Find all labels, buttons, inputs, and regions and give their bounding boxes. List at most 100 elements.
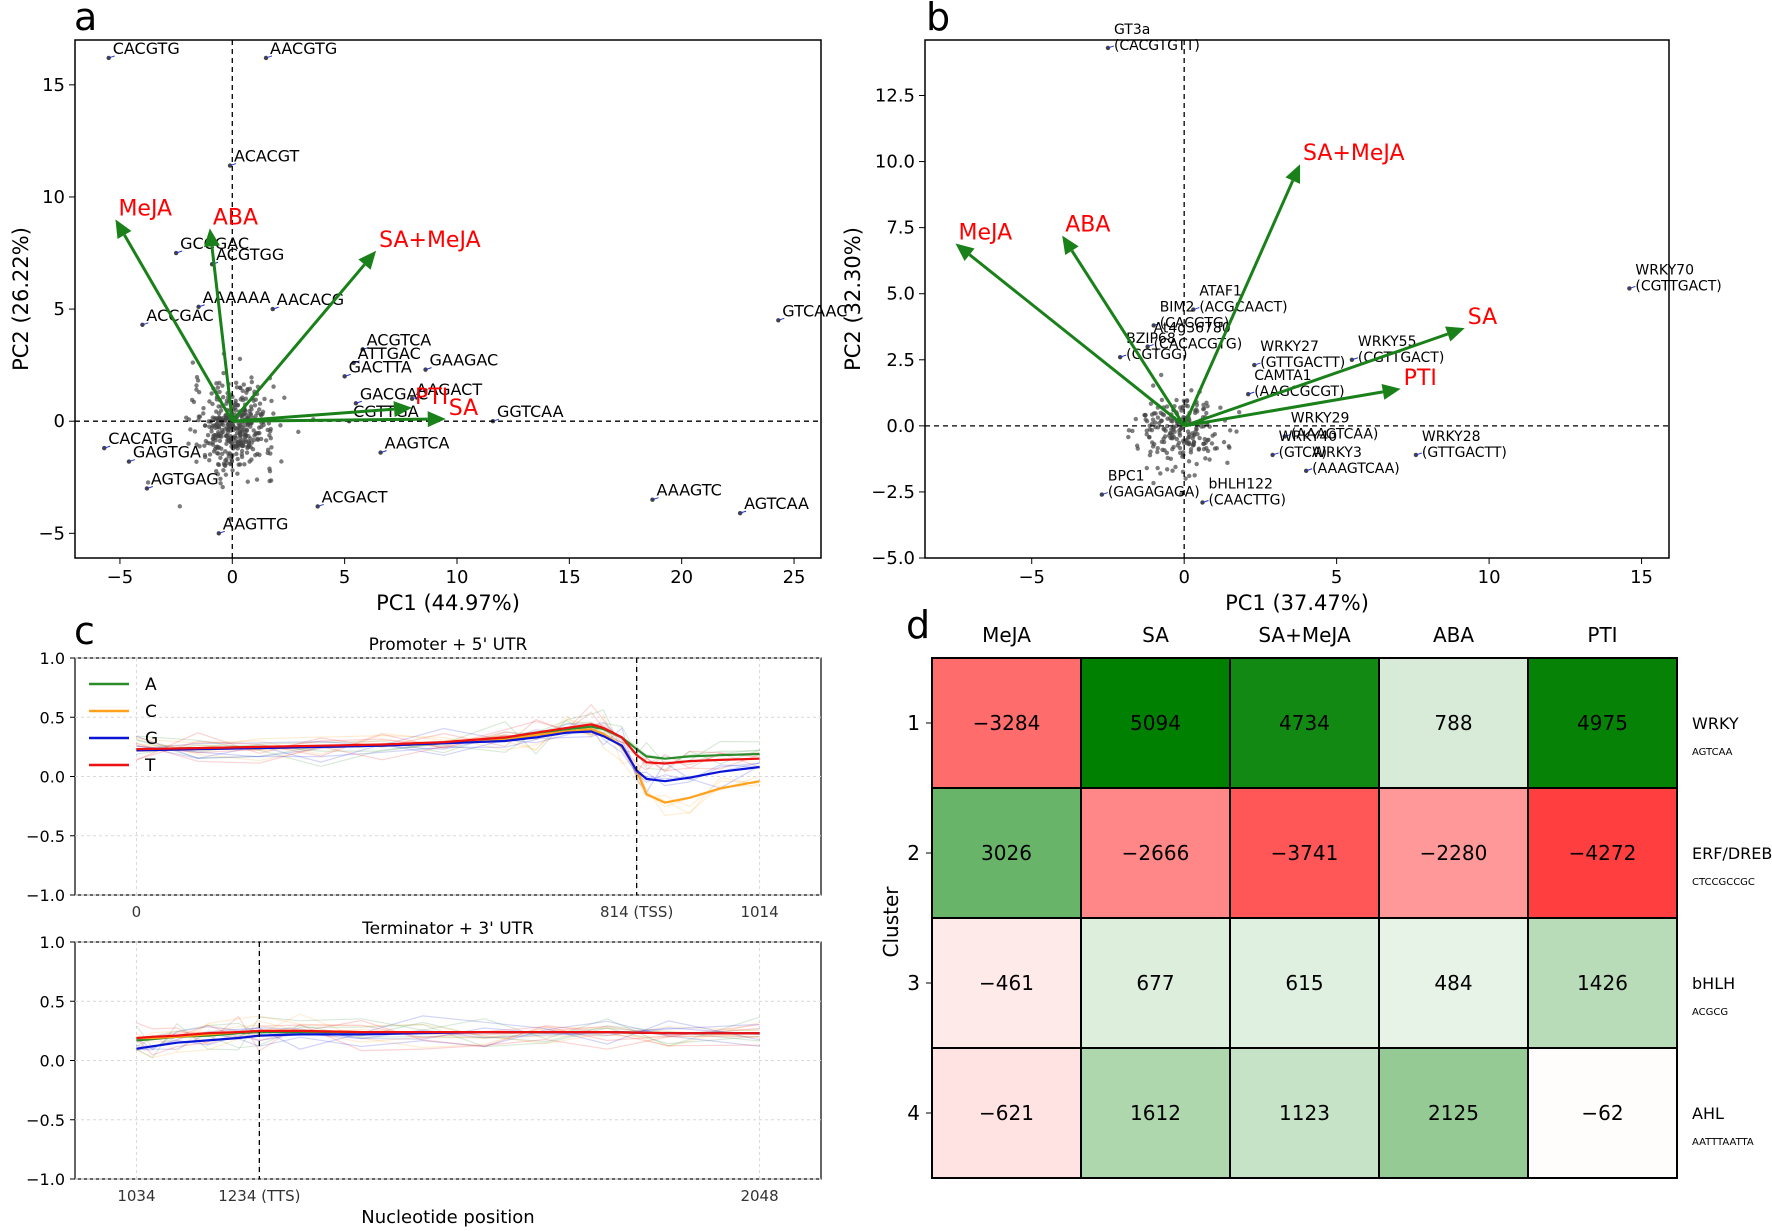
background-point: [239, 448, 245, 454]
background-point: [237, 385, 243, 390]
background-point: [249, 375, 254, 380]
background-point: [1192, 473, 1197, 478]
point-label: CACATG: [108, 429, 173, 448]
background-point: [1192, 432, 1197, 437]
sample-trace: [136, 709, 760, 771]
background-point: [210, 440, 215, 445]
background-point: [1151, 383, 1156, 388]
x-tick-label: 0: [1178, 567, 1189, 588]
panel-d-row-labels: 1 2 3 4: [907, 711, 932, 1125]
background-point: [205, 433, 211, 438]
sample-trace: [136, 1015, 760, 1051]
loading-vector: [1182, 180, 1295, 427]
background-point: [1155, 449, 1160, 455]
series-line-G: [136, 730, 760, 783]
background-point: [216, 462, 222, 468]
background-point: [1218, 405, 1223, 410]
background-point: [1159, 372, 1164, 378]
row-family-label: ERF/DREB: [1692, 844, 1772, 863]
sample-trace: [136, 1020, 760, 1043]
label-leader-line: [652, 497, 659, 501]
background-point: [278, 423, 283, 428]
background-point: [1164, 423, 1170, 429]
background-point: [1203, 456, 1208, 461]
point-sublabel: (GAGAGAGA): [1108, 485, 1200, 501]
background-point: [1148, 449, 1153, 454]
background-point: [1126, 428, 1132, 433]
background-point: [239, 413, 244, 418]
x-tick-label: 25: [783, 567, 806, 588]
background-point: [262, 396, 267, 402]
background-point: [1150, 417, 1156, 422]
sample-trace: [135, 1015, 760, 1053]
point-label: WRKY29: [1291, 410, 1350, 426]
loading-vector: [1183, 332, 1449, 428]
background-point: [1164, 467, 1170, 472]
y-tick-label: 2.5: [886, 350, 915, 371]
background-point: [1169, 427, 1174, 432]
sample-trace: [136, 1027, 760, 1048]
background-point: [259, 424, 264, 430]
vector-label: SA+MeJA: [379, 228, 481, 253]
label-leader-line: [218, 530, 225, 534]
sample-trace: [136, 731, 760, 780]
loading-vector: [232, 417, 428, 423]
background-point: [220, 415, 226, 421]
background-point: [1210, 433, 1215, 438]
point-label: ACCGAC: [146, 306, 213, 325]
row-family-label: WRKY: [1692, 714, 1739, 733]
background-point: [254, 477, 260, 482]
background-point: [271, 411, 276, 416]
label-leader-line: [104, 445, 111, 449]
background-point: [1147, 435, 1152, 440]
x-tick-label: 0: [227, 567, 238, 588]
background-point: [268, 478, 274, 483]
point-sublabel: (CACACGTG): [1154, 337, 1243, 353]
y-tick-label: 15: [42, 75, 65, 96]
background-point: [224, 441, 229, 447]
label-leader-line: [1153, 322, 1160, 326]
panel-c-bottom-line-plot: Terminator + 3' UTR 1034 1234 (TTS) 2048 −…: [26, 919, 822, 1228]
background-point: [271, 384, 276, 389]
background-point: [226, 435, 231, 441]
vector-label: SA+MeJA: [1303, 141, 1405, 166]
y-tick-label: −1.0: [26, 1170, 65, 1189]
heatmap-value: 4734: [1279, 711, 1330, 735]
background-point: [1130, 428, 1135, 434]
heatmap-value: −3741: [1271, 841, 1339, 865]
point-sublabel: (AAGCGCGT): [1254, 384, 1344, 400]
background-point: [1170, 419, 1175, 424]
background-point: [1173, 464, 1178, 470]
panel-a-x-axis-label: PC1 (44.97%): [376, 591, 520, 615]
legend-label: T: [144, 756, 156, 776]
background-point: [217, 380, 222, 386]
label-leader-line: [175, 250, 183, 254]
vector-label: MeJA: [118, 196, 172, 221]
x-tick-label: 1034: [117, 1187, 155, 1205]
background-point: [219, 434, 224, 439]
background-point: [1201, 441, 1206, 447]
heatmap-value: 1612: [1130, 1101, 1181, 1125]
background-point: [1187, 473, 1192, 479]
background-point: [223, 458, 228, 463]
y-tick-label: 1.0: [40, 933, 65, 952]
point-label: WRKY28: [1422, 429, 1481, 445]
panel-c-bottom-series: [135, 1013, 760, 1059]
background-point: [1158, 410, 1163, 415]
background-point: [1159, 397, 1165, 403]
background-point: [216, 404, 221, 409]
labeled-point: [378, 450, 383, 455]
vector-label: ABA: [213, 205, 258, 230]
background-point: [189, 397, 195, 403]
y-tick-label: −0.5: [26, 1111, 65, 1130]
panel-b-pca-plot: GT3a(CACGTGTT)WRKY70(CGTTGACT)ATAF1(ACGC…: [841, 22, 1722, 615]
panel-b-y-ticks: −5.0 −2.5 0.0 2.5 5.0 7.5 10.0 12.5: [871, 86, 925, 569]
label-leader-line: [1193, 307, 1200, 311]
y-tick-label: 0.0: [40, 1052, 65, 1071]
heatmap-value: 1426: [1577, 971, 1628, 995]
point-label: bHLH122: [1208, 477, 1272, 493]
background-point: [1201, 446, 1207, 452]
background-point: [1189, 388, 1194, 393]
background-point: [212, 423, 217, 428]
panel-d-row-annotations: WRKY AGTCAA ERF/DREB CTCCGCCGC bHLH ACGCG AHL A…: [1692, 714, 1772, 1148]
